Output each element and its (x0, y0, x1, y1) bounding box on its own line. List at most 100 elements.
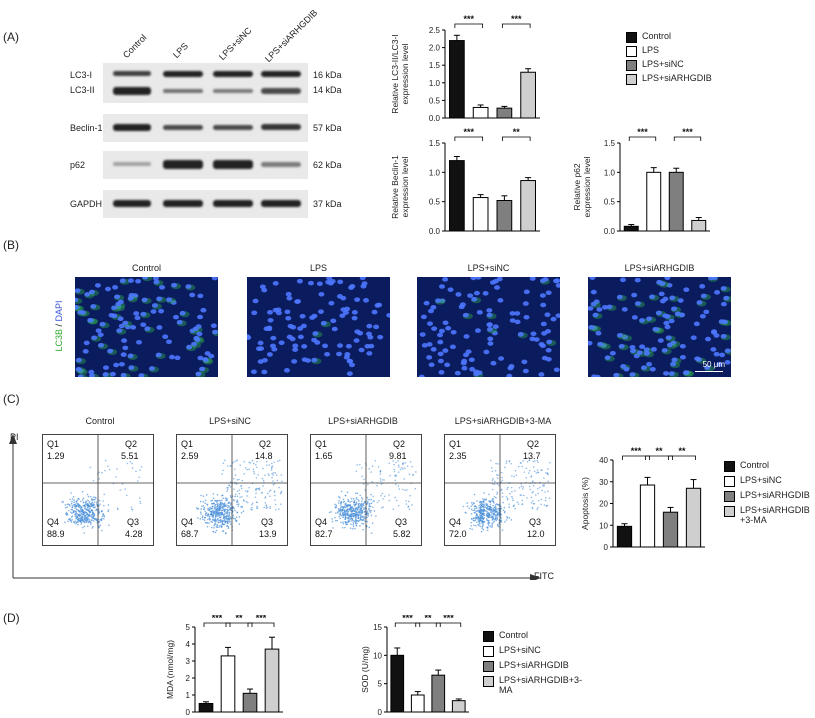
event-dot (398, 466, 400, 468)
event-dot (352, 519, 355, 522)
legend-item: LPS+siNC (626, 59, 684, 71)
nucleus (75, 288, 81, 293)
event-dot (342, 501, 345, 504)
event-dot (489, 500, 492, 503)
event-dot (414, 487, 417, 490)
nucleus (285, 315, 292, 321)
blot-strip-gapdh (103, 190, 308, 218)
event-dot (138, 497, 141, 499)
event-dot (537, 461, 539, 463)
event-dot (79, 500, 82, 503)
event-dot (266, 492, 269, 495)
event-dot (85, 521, 88, 524)
event-dot (532, 460, 534, 463)
event-dot (280, 474, 283, 476)
event-dot (233, 477, 235, 480)
event-dot (370, 509, 372, 512)
event-dot (494, 504, 497, 506)
event-dot (232, 514, 235, 517)
nucleus (297, 326, 304, 331)
event-dot (99, 503, 101, 505)
event-dot (375, 515, 377, 517)
event-dot (488, 508, 491, 511)
event-dot (75, 513, 78, 515)
event-dot (364, 507, 366, 509)
nucleus (522, 301, 529, 306)
nucleus (169, 354, 176, 360)
event-dot (529, 488, 532, 491)
nucleus (208, 353, 215, 359)
event-dot (474, 507, 476, 510)
event-dot (251, 506, 253, 509)
event-dot (90, 495, 92, 498)
event-dot (485, 510, 487, 512)
event-dot (81, 490, 84, 493)
event-dot (274, 472, 277, 474)
event-dot (353, 501, 356, 503)
nucleus (430, 305, 437, 310)
event-dot (92, 498, 95, 501)
event-dot (354, 521, 357, 524)
event-dot (382, 506, 384, 508)
legend-label: LPS+siNC (642, 59, 684, 69)
event-dot (230, 465, 232, 467)
event-dot (500, 517, 503, 519)
event-dot (222, 530, 225, 532)
event-dot (352, 523, 355, 526)
nucleus (486, 308, 493, 313)
event-dot (505, 462, 508, 464)
nucleus (677, 298, 684, 303)
nucleus (652, 326, 659, 332)
event-dot (232, 517, 235, 520)
bar (390, 654, 405, 713)
nucleus (194, 337, 201, 343)
event-dot (491, 488, 494, 491)
event-dot (473, 517, 476, 519)
nucleus (84, 292, 91, 297)
event-dot (90, 519, 93, 522)
event-dot (494, 513, 496, 516)
event-dot (218, 519, 220, 522)
event-dot (344, 503, 346, 505)
event-dot (332, 527, 334, 529)
event-dot (103, 493, 106, 496)
event-dot (76, 499, 79, 502)
significance-label: ** (235, 615, 243, 623)
nucleus (141, 297, 148, 303)
nucleus (324, 351, 331, 357)
event-dot (197, 517, 199, 519)
event-dot (92, 502, 94, 505)
event-dot (90, 523, 92, 525)
event-dot (216, 501, 218, 503)
nucleus (337, 343, 344, 348)
event-dot (502, 509, 505, 512)
event-dot (359, 518, 362, 521)
nucleus (621, 307, 628, 312)
event-dot (101, 529, 103, 532)
panel-label-d: (D) (3, 611, 20, 625)
event-dot (229, 485, 232, 488)
event-dot (470, 502, 473, 504)
nucleus (317, 309, 324, 314)
event-dot (234, 474, 237, 476)
significance-label: *** (631, 446, 642, 456)
event-dot (544, 496, 547, 499)
event-dot (347, 508, 350, 511)
nucleus (116, 328, 123, 333)
y-axis-label-line: expression level (400, 156, 410, 217)
nucleus (693, 321, 700, 327)
event-dot (489, 459, 492, 462)
event-dot (494, 480, 496, 483)
nucleus (155, 352, 162, 358)
bar (496, 107, 513, 119)
legend-label: Control (642, 31, 672, 41)
significance-bracket (454, 136, 484, 141)
nucleus (307, 280, 314, 286)
event-dot (232, 505, 234, 508)
event-dot (211, 521, 214, 523)
event-dot (366, 496, 369, 499)
event-dot (269, 495, 271, 498)
nucleus (700, 293, 707, 299)
legend-swatch (626, 74, 637, 85)
y-axis-label: Relative LC3-II/LC3-I expression level (390, 34, 410, 113)
